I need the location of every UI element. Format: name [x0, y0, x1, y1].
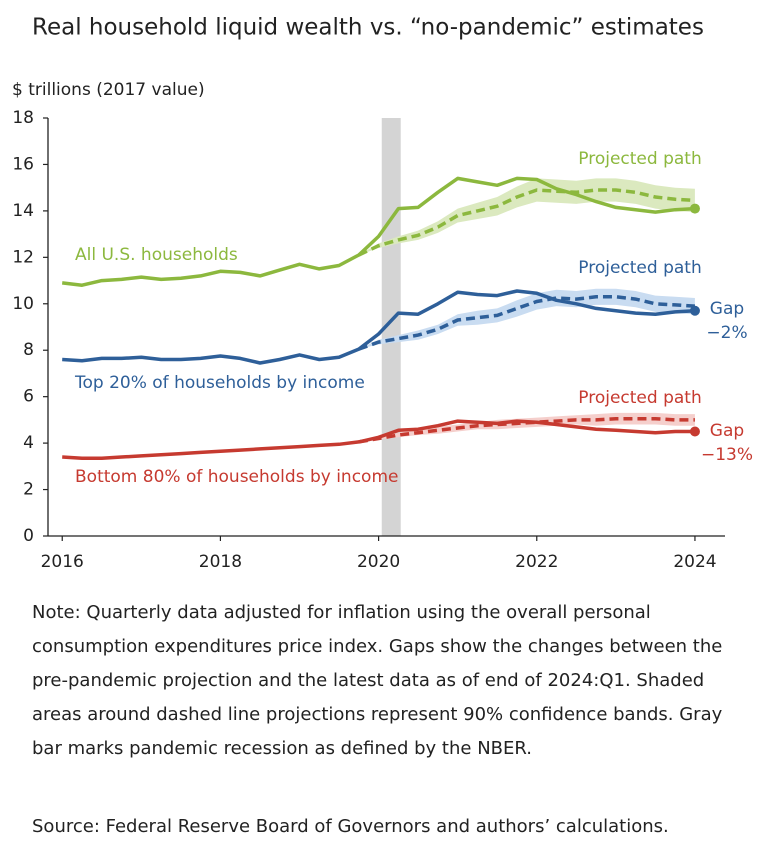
- y-tick-label: 18: [12, 108, 34, 128]
- x-tick-label: 2018: [199, 552, 242, 572]
- end-point: [689, 305, 700, 316]
- projection-line: [358, 188, 695, 257]
- x-tick-label: 2024: [673, 552, 716, 572]
- gap-label: −13%: [701, 445, 753, 465]
- series-label: Top 20% of households by income: [74, 373, 365, 393]
- note: Note: Quarterly data adjusted for inflat…: [32, 602, 723, 759]
- y-tick-label: 10: [12, 294, 34, 314]
- projection-label: Projected path: [578, 258, 701, 278]
- y-tick-label: 6: [23, 387, 34, 407]
- x-tick-label: 2016: [41, 552, 84, 572]
- actual-line: [61, 176, 695, 287]
- confidence-band: [358, 178, 695, 255]
- projection-label: Projected path: [578, 388, 701, 408]
- projection-line: [358, 295, 696, 351]
- projection-line: [358, 416, 695, 444]
- series-label: Bottom 80% of households by income: [75, 467, 398, 487]
- y-tick-label: 14: [12, 201, 34, 221]
- y-axis-label: $ trillions (2017 value): [12, 80, 205, 100]
- projection-label: Projected path: [578, 149, 701, 169]
- y-tick-label: 12: [12, 247, 34, 267]
- chart-title: Real household liquid wealth vs. “no-pan…: [32, 15, 704, 41]
- y-tick-label: 2: [23, 480, 34, 500]
- confidence-band: [358, 288, 695, 350]
- x-tick-label: 2020: [357, 552, 400, 572]
- end-point: [689, 426, 700, 437]
- gap-label: Gap: [710, 299, 744, 319]
- gap-label: −2%: [706, 323, 747, 343]
- y-tick-label: 0: [23, 526, 34, 546]
- y-tick-label: 4: [23, 433, 34, 453]
- source: Source: Federal Reserve Board of Governo…: [32, 816, 669, 837]
- x-tick-label: 2022: [515, 552, 558, 572]
- end-point: [689, 203, 700, 214]
- y-tick-label: 8: [23, 340, 34, 360]
- actual-line: [62, 289, 696, 365]
- chart: Real household liquid wealth vs. “no-pan…: [12, 15, 753, 573]
- y-tick-label: 16: [12, 154, 34, 174]
- series-label: All U.S. households: [75, 245, 238, 265]
- gap-label: Gap: [710, 421, 744, 441]
